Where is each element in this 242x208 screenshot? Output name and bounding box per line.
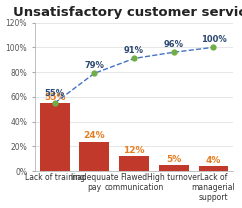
Bar [159, 165, 189, 171]
Bar [119, 156, 149, 171]
Text: 12%: 12% [123, 146, 145, 155]
Text: 55%: 55% [44, 93, 65, 102]
Text: 79%: 79% [84, 61, 104, 70]
Bar [40, 103, 69, 171]
Text: 24%: 24% [83, 131, 105, 140]
Bar [79, 141, 109, 171]
Bar [199, 166, 228, 171]
Text: 4%: 4% [206, 156, 221, 165]
Text: 96%: 96% [164, 40, 184, 48]
Text: 55%: 55% [45, 89, 65, 98]
Text: 100%: 100% [201, 35, 226, 43]
Text: 5%: 5% [166, 155, 182, 164]
Title: Unsatisfactory customer service: Unsatisfactory customer service [13, 6, 242, 19]
Text: 91%: 91% [124, 46, 144, 55]
